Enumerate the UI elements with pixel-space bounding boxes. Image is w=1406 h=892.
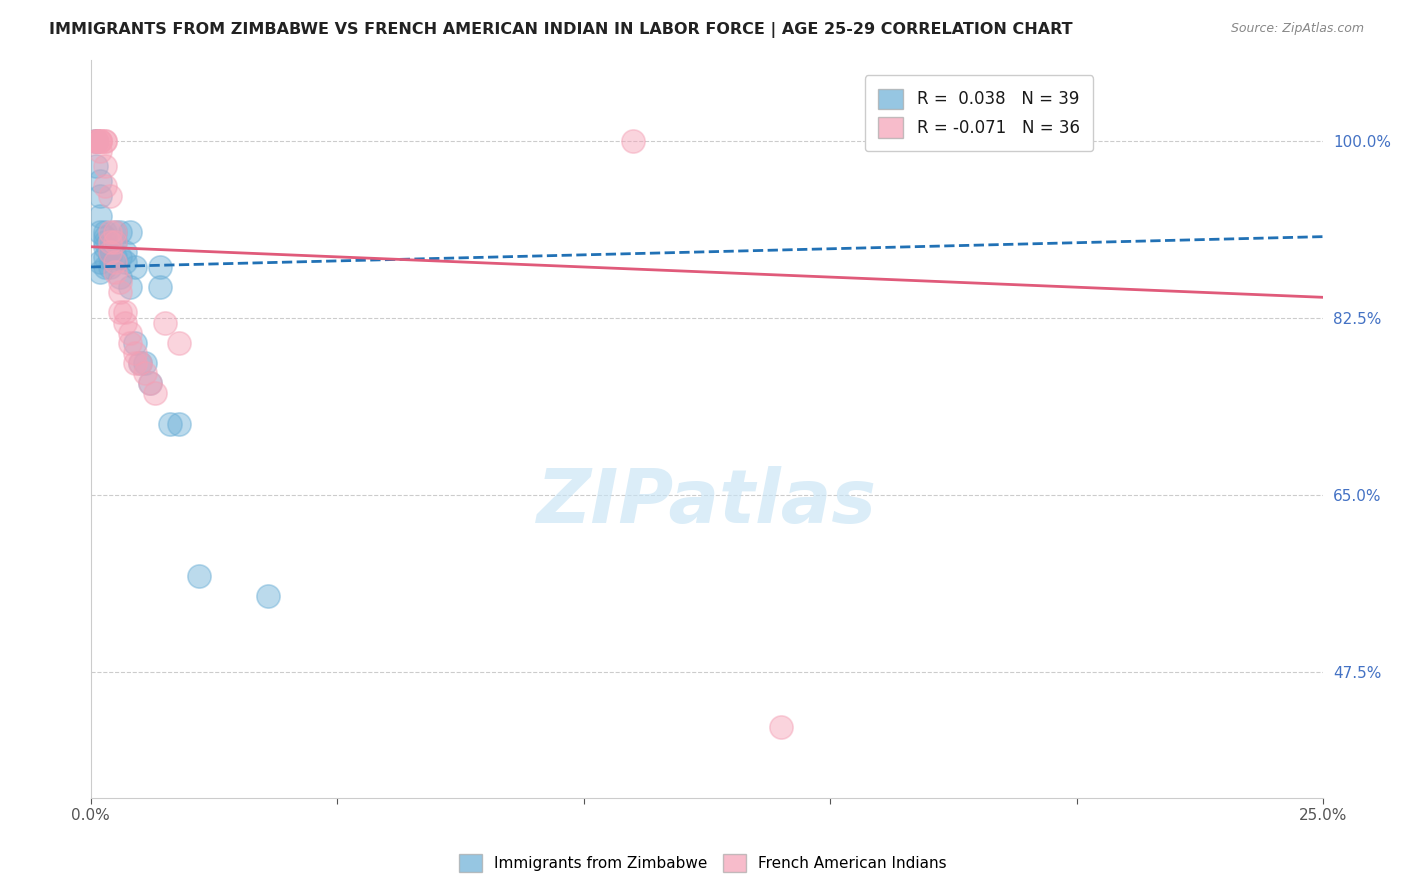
Point (98, 225, 121, 239)
Point (104, 235, 127, 249)
Point (139, 376, 162, 391)
Point (89, 134, 111, 148)
Point (114, 255, 136, 269)
Point (94, 229, 117, 244)
Point (84, 159, 107, 173)
Point (89, 255, 111, 269)
Point (108, 270, 131, 285)
Point (89, 189, 111, 203)
Point (257, 589, 280, 603)
Point (169, 335, 191, 350)
Point (89, 144, 111, 158)
Text: ZIPatlas: ZIPatlas (537, 467, 877, 539)
Point (94, 240, 117, 254)
Point (89, 134, 111, 148)
Point (84, 134, 107, 148)
Point (94, 134, 117, 148)
Point (98, 250, 121, 264)
Point (108, 285, 131, 300)
Point (120, 280, 142, 294)
Point (188, 568, 211, 582)
Point (108, 250, 131, 264)
Point (104, 235, 127, 249)
Point (114, 244, 136, 259)
Point (104, 250, 127, 264)
Point (84, 134, 107, 148)
Point (124, 260, 146, 274)
Point (124, 346, 146, 360)
Point (98, 244, 121, 259)
Text: IMMIGRANTS FROM ZIMBABWE VS FRENCH AMERICAN INDIAN IN LABOR FORCE | AGE 25-29 CO: IMMIGRANTS FROM ZIMBABWE VS FRENCH AMERI… (49, 22, 1073, 38)
Point (134, 366, 156, 380)
Point (139, 376, 162, 391)
Point (120, 326, 142, 340)
Point (621, 134, 644, 148)
Point (153, 316, 176, 330)
Point (108, 305, 131, 319)
Point (169, 417, 191, 431)
Point (94, 159, 117, 173)
Point (104, 265, 127, 279)
Point (84, 134, 107, 148)
Point (159, 417, 181, 431)
Point (89, 210, 111, 224)
Point (94, 260, 117, 274)
Point (104, 225, 127, 239)
Legend: R =  0.038   N = 39, R = -0.071   N = 36: R = 0.038 N = 39, R = -0.071 N = 36 (865, 75, 1092, 151)
Point (769, 720, 792, 734)
Point (124, 356, 146, 370)
Point (94, 235, 117, 249)
Point (129, 356, 152, 370)
Point (114, 305, 136, 319)
Point (94, 225, 117, 239)
Point (124, 335, 146, 350)
Point (84, 134, 107, 148)
Point (149, 280, 172, 294)
Point (98, 235, 121, 249)
Point (120, 225, 142, 239)
Point (98, 244, 121, 259)
Point (89, 225, 111, 239)
Point (94, 179, 117, 194)
Point (94, 250, 117, 264)
Point (89, 174, 111, 188)
Point (143, 386, 166, 401)
Point (94, 134, 117, 148)
Text: Source: ZipAtlas.com: Source: ZipAtlas.com (1230, 22, 1364, 36)
Point (149, 260, 172, 274)
Point (114, 316, 136, 330)
Point (98, 189, 121, 203)
Point (104, 255, 127, 269)
Point (104, 225, 127, 239)
Point (108, 225, 131, 239)
Point (108, 275, 131, 289)
Point (134, 356, 156, 370)
Point (98, 260, 121, 274)
Legend: Immigrants from Zimbabwe, French American Indians: Immigrants from Zimbabwe, French America… (451, 846, 955, 880)
Point (89, 134, 111, 148)
Point (84, 134, 107, 148)
Point (120, 335, 142, 350)
Point (129, 356, 152, 370)
Point (89, 265, 111, 279)
